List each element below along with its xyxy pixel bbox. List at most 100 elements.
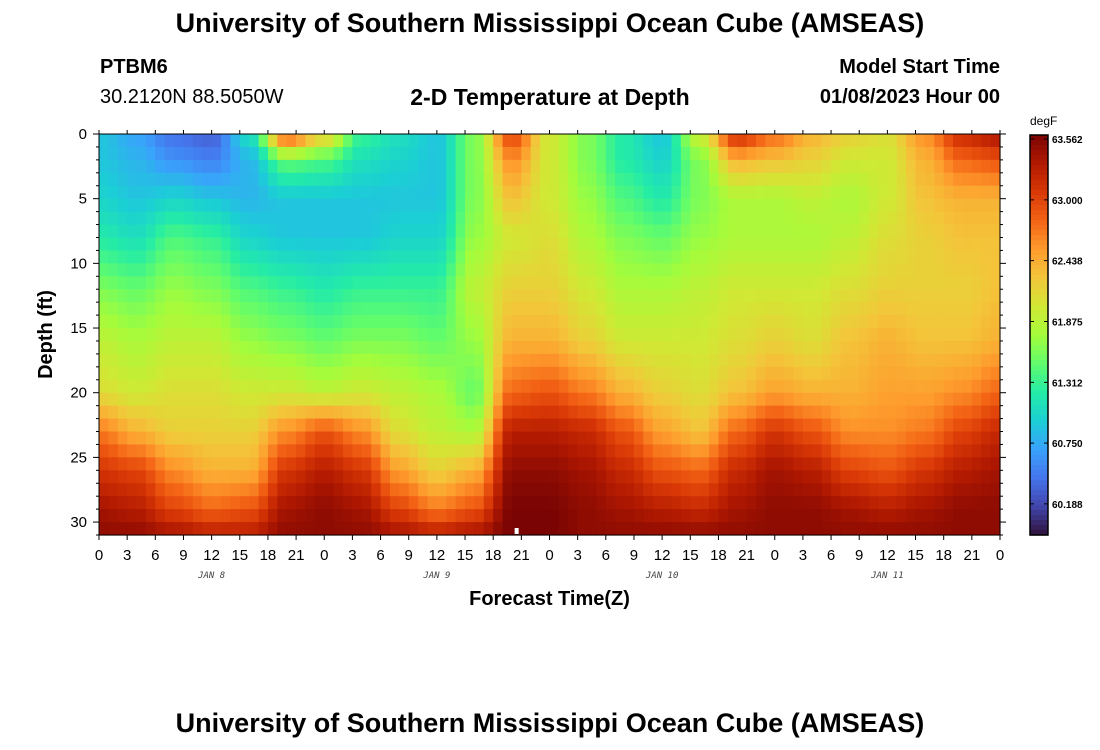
- heatmap-cell: [371, 509, 382, 523]
- heatmap-cell: [286, 418, 297, 433]
- heatmap-cell: [399, 276, 410, 290]
- heatmap-cell: [671, 134, 682, 148]
- heatmap-cell: [352, 340, 363, 355]
- heatmap-cell: [624, 366, 635, 381]
- heatmap-cell: [934, 509, 945, 523]
- heatmap-cell: [615, 470, 626, 484]
- heatmap-cell: [99, 379, 109, 394]
- heatmap-cell: [221, 250, 231, 264]
- heatmap-cell: [324, 198, 335, 213]
- x-tick-label: 0: [996, 547, 1004, 564]
- heatmap-cell: [389, 418, 400, 433]
- heatmap-cell: [221, 211, 231, 226]
- heatmap-cell: [971, 379, 982, 394]
- heatmap-cell: [849, 496, 860, 510]
- heatmap-cell: [887, 276, 898, 290]
- heatmap-cell: [802, 483, 813, 497]
- heatmap-cell: [117, 405, 128, 420]
- heatmap-cell: [568, 340, 579, 355]
- heatmap-cell: [887, 328, 898, 342]
- colorbar-segment: [1030, 465, 1048, 471]
- heatmap-cell: [877, 457, 888, 471]
- heatmap-cell: [296, 276, 307, 290]
- heatmap-cell: [971, 289, 982, 303]
- heatmap-cell: [108, 276, 119, 290]
- heatmap-cell: [605, 405, 616, 420]
- heatmap-cell: [230, 198, 241, 213]
- heatmap-cell: [718, 340, 729, 355]
- heatmap-cell: [699, 405, 710, 420]
- heatmap-cell: [859, 457, 870, 471]
- heatmap-cell: [812, 405, 823, 420]
- heatmap-cell: [305, 405, 316, 420]
- heatmap-cell: [859, 392, 870, 407]
- heatmap-cell: [737, 418, 748, 433]
- heatmap-cell: [690, 328, 701, 342]
- heatmap-cell: [877, 392, 888, 407]
- heatmap-cell: [990, 522, 1001, 536]
- heatmap-cell: [192, 263, 203, 277]
- heatmap-cell: [493, 185, 504, 200]
- heatmap-cell: [530, 509, 541, 523]
- heatmap-cell: [192, 146, 203, 161]
- heatmap-cell: [821, 211, 832, 226]
- heatmap-cell: [896, 237, 907, 252]
- heatmap-cell: [680, 172, 691, 187]
- heatmap-cell: [155, 379, 166, 394]
- heatmap-cell: [183, 302, 194, 316]
- heatmap-cell: [324, 172, 335, 187]
- heatmap-cell: [221, 431, 231, 446]
- heatmap-cell: [624, 237, 635, 252]
- heatmap-cell: [633, 276, 644, 290]
- heatmap-cell: [465, 405, 476, 420]
- heatmap-cell: [145, 172, 156, 187]
- colorbar-segment: [1030, 385, 1048, 391]
- heatmap-cell: [568, 302, 579, 316]
- heatmap-cell: [540, 315, 551, 329]
- heatmap-cell: [587, 315, 598, 329]
- heatmap-cell: [896, 496, 907, 510]
- heatmap-cell: [943, 263, 954, 277]
- heatmap-cell: [971, 328, 982, 342]
- heatmap-cell: [568, 224, 579, 239]
- heatmap-cell: [314, 302, 325, 316]
- heatmap-cell: [389, 457, 400, 471]
- heatmap-cell: [877, 366, 888, 381]
- heatmap-cell: [755, 405, 766, 420]
- heatmap-cell: [643, 250, 654, 264]
- heatmap-cell: [915, 418, 926, 433]
- heatmap-cell: [690, 237, 701, 252]
- heatmap-cell: [934, 263, 945, 277]
- heatmap-cell: [333, 328, 344, 342]
- x-tick-label: 9: [179, 547, 187, 564]
- heatmap-cell: [221, 237, 231, 252]
- heatmap-cell: [267, 496, 278, 510]
- heatmap-cell: [680, 263, 691, 277]
- heatmap-cell: [746, 250, 757, 264]
- heatmap-cell: [277, 159, 288, 174]
- heatmap-cell: [352, 276, 363, 290]
- heatmap-cell: [793, 444, 804, 458]
- heatmap-cell: [117, 134, 128, 148]
- heatmap-cell: [202, 276, 213, 290]
- heatmap-cell: [108, 496, 119, 510]
- colorbar-segment: [1030, 295, 1048, 301]
- heatmap-cell: [343, 289, 354, 303]
- heatmap-cell: [286, 146, 297, 161]
- heatmap-cell: [145, 340, 156, 355]
- heatmap-cell: [915, 431, 926, 446]
- heatmap-cell: [540, 418, 551, 433]
- heatmap-cell: [521, 134, 532, 148]
- heatmap-cell: [906, 379, 917, 394]
- colorbar-segment: [1030, 370, 1048, 376]
- heatmap-cell: [192, 392, 203, 407]
- colorbar-label: 63.000: [1052, 196, 1083, 207]
- heatmap-cell: [587, 366, 598, 381]
- heatmap-cell: [887, 211, 898, 226]
- heatmap-cell: [493, 159, 504, 174]
- heatmap-cell: [155, 159, 166, 174]
- heatmap-cell: [699, 263, 710, 277]
- heatmap-cell: [877, 224, 888, 239]
- heatmap-cell: [662, 276, 673, 290]
- heatmap-cell: [474, 340, 485, 355]
